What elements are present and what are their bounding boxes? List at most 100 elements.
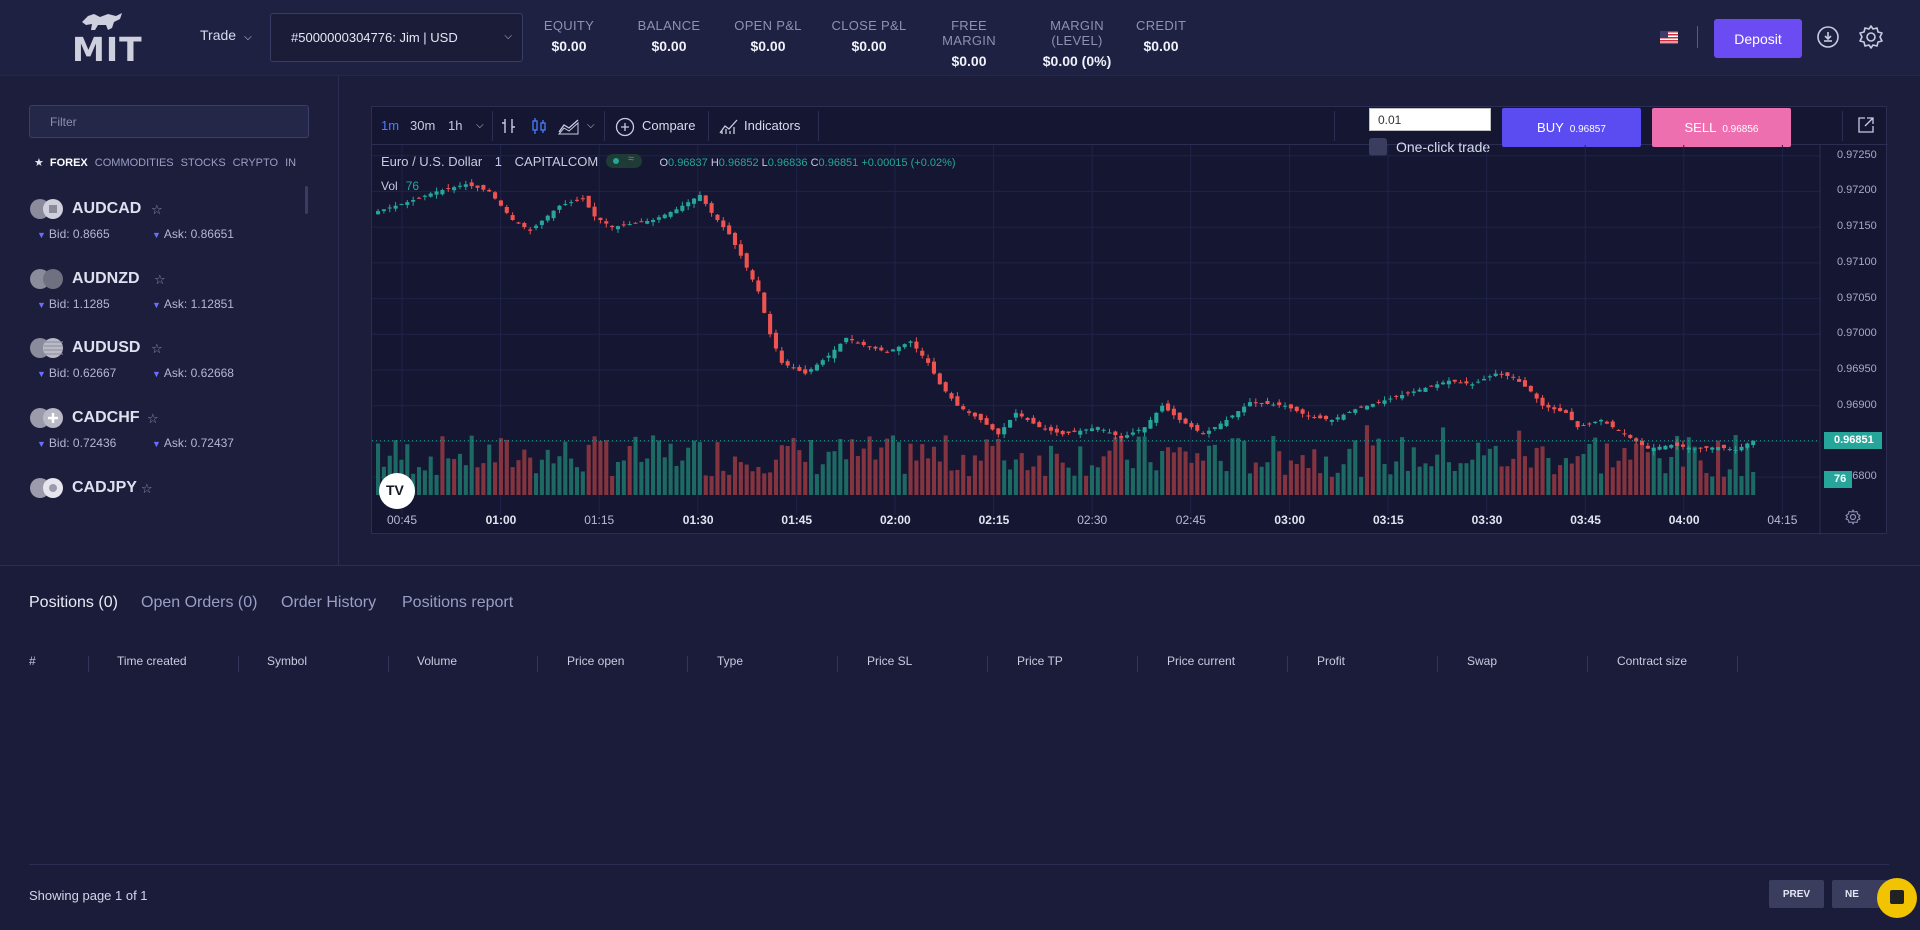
account-select[interactable]: #5000000304776: Jim | USD ⌵ <box>270 13 523 62</box>
down-arrow-icon: ▼ <box>152 230 161 240</box>
bid-price: ▼ Bid: 0.62667 <box>37 366 116 380</box>
candle <box>820 360 825 365</box>
column-header[interactable]: Contract size <box>1617 654 1688 668</box>
sell-button[interactable]: SELL 0.96856 <box>1652 108 1791 147</box>
star-icon[interactable]: ☆ <box>147 411 159 426</box>
compare-button[interactable]: Compare <box>642 118 696 133</box>
candles-chart-type-icon[interactable] <box>530 117 548 135</box>
volume-bar <box>1107 450 1112 495</box>
mit-logo[interactable]: MIT <box>70 10 142 69</box>
star-icon[interactable]: ☆ <box>141 481 153 496</box>
volume-bar <box>867 436 872 495</box>
area-chart-type-icon[interactable] <box>558 117 580 135</box>
filter-input[interactable] <box>29 105 309 138</box>
time-tick-label: 03:30 <box>1471 513 1503 527</box>
symbol-item-audcad[interactable]: AUDCAD ☆ ▼ Bid: 0.8665 ▼ Ask: 0.86651 <box>29 195 309 249</box>
trade-menu[interactable]: Trade ⌵ <box>200 27 252 43</box>
symbol-item-audusd[interactable]: AUDUSD ☆ ▼ Bid: 0.62667 ▼ Ask: 0.62668 <box>29 334 309 388</box>
deposit-button[interactable]: Deposit <box>1714 19 1802 58</box>
timeframe-1h[interactable]: 1h <box>448 118 463 133</box>
candle <box>1007 420 1013 428</box>
symbol-item-cadchf[interactable]: CADCHF ☆ ▼ Bid: 0.72436 ▼ Ask: 0.72437 <box>29 404 309 458</box>
candle <box>610 225 615 228</box>
time-tick-label: 03:45 <box>1570 513 1601 527</box>
column-header[interactable]: Volume <box>417 654 458 668</box>
volume-bar <box>416 467 422 495</box>
tab-order-history[interactable]: Order History <box>281 594 377 611</box>
volume-bar <box>1130 468 1135 495</box>
ask-price: ▼ Ask: 0.72437 <box>152 436 234 450</box>
column-header[interactable]: Swap <box>1467 654 1498 668</box>
chart-settings-gear-icon[interactable] <box>1845 509 1861 525</box>
volume-bar <box>510 467 515 495</box>
volume-bar <box>469 435 474 495</box>
chat-widget-button[interactable] <box>1877 878 1917 918</box>
chevron-down-icon[interactable]: ⌵ <box>587 120 595 131</box>
column-header[interactable]: Type <box>717 654 744 668</box>
candle <box>1353 409 1358 413</box>
user-icon[interactable] <box>1815 24 1841 50</box>
star-icon[interactable]: ☆ <box>151 341 163 356</box>
one-click-trade-toggle[interactable]: One-click trade <box>1369 138 1490 156</box>
column-header[interactable]: Price current <box>1167 654 1236 668</box>
checkbox[interactable] <box>1369 138 1387 156</box>
divider <box>1334 111 1335 141</box>
top-bar: MIT Trade ⌵ #5000000304776: Jim | USD ⌵ E… <box>0 0 1920 76</box>
sell-label: SELL <box>1684 120 1717 135</box>
star-icon[interactable]: ☆ <box>151 202 163 217</box>
symbol-item-audnzd[interactable]: AUDNZD ☆ ▼ Bid: 1.1285 ▼ Ask: 1.12851 <box>29 265 309 319</box>
add-circle-icon[interactable] <box>615 117 635 137</box>
volume-bar <box>463 465 468 495</box>
tab-crypto[interactable]: CRYPTO <box>232 157 279 169</box>
candle <box>867 346 872 348</box>
favorites-star-icon[interactable]: ★ <box>34 157 44 169</box>
column-header[interactable]: # <box>29 654 36 668</box>
popout-icon[interactable] <box>1857 116 1875 134</box>
ask-price: ▼ Ask: 0.86651 <box>152 227 234 241</box>
gear-icon[interactable] <box>1858 24 1884 50</box>
divider <box>604 111 605 141</box>
candle <box>574 199 580 201</box>
buy-button[interactable]: BUY 0.96857 <box>1502 108 1641 147</box>
indicators-icon[interactable] <box>719 117 739 135</box>
candle <box>937 373 942 385</box>
tab-stocks[interactable]: STOCKS <box>180 157 226 169</box>
volume-bar <box>662 457 667 495</box>
timeframe-30m[interactable]: 30m <box>410 118 436 133</box>
tab-open-orders[interactable]: Open Orders (0) <box>141 594 258 611</box>
volume-bar <box>1721 476 1726 495</box>
star-icon[interactable]: ☆ <box>154 272 166 287</box>
indicators-button[interactable]: Indicators <box>744 118 801 133</box>
tab-commodities[interactable]: COMMODITIES <box>94 157 174 169</box>
column-header[interactable]: Profit <box>1317 654 1346 668</box>
bar-chart-type-icon[interactable] <box>500 117 518 135</box>
timeframe-1m[interactable]: 1m <box>381 118 400 133</box>
column-header[interactable]: Symbol <box>267 654 308 668</box>
bid-text: Bid: 0.72436 <box>48 436 117 450</box>
candlestick-chart[interactable] <box>372 145 1888 535</box>
column-header[interactable]: Price TP <box>1017 654 1063 668</box>
quantity-input[interactable] <box>1369 108 1491 131</box>
us-flag-icon[interactable] <box>1660 31 1678 44</box>
scrollbar[interactable] <box>305 186 308 214</box>
tradingview-logo[interactable]: TV <box>379 473 415 509</box>
tab-positions[interactable]: Positions (0) <box>29 594 118 611</box>
symbol-item-cadjpy[interactable]: CADJPY ☆ <box>29 474 309 528</box>
volume-bar <box>656 440 661 495</box>
candle <box>1259 402 1264 404</box>
volume-bar <box>1622 447 1627 495</box>
prev-button[interactable]: PREV <box>1769 880 1824 908</box>
column-header[interactable]: Price SL <box>867 654 913 668</box>
column-header[interactable]: Price open <box>567 654 625 668</box>
candle <box>1230 415 1235 418</box>
candle <box>861 341 866 345</box>
tab-positions-report[interactable]: Positions report <box>402 594 514 611</box>
tab-forex[interactable]: FOREX <box>49 157 88 169</box>
chevron-down-icon[interactable]: ⌵ <box>476 120 484 131</box>
tab-indices[interactable]: IN <box>285 157 297 169</box>
candle <box>399 203 404 205</box>
time-tick-label: 02:45 <box>1175 513 1206 527</box>
price-tick-label: 0.97100 <box>1837 255 1877 268</box>
volume-bar <box>1534 447 1539 495</box>
column-header[interactable]: Time created <box>117 654 187 668</box>
